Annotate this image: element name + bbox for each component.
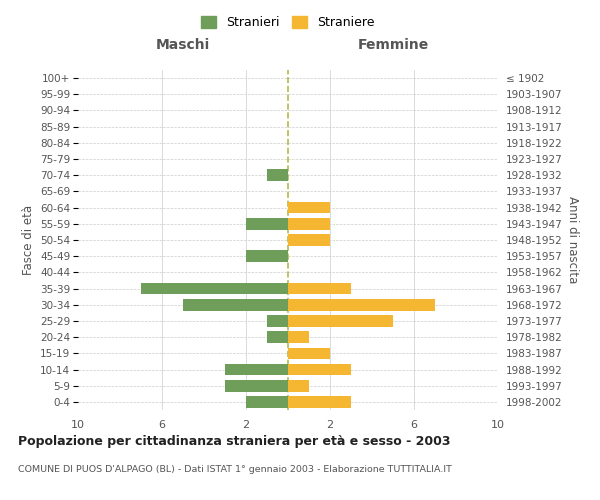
Bar [246,250,288,262]
Bar [288,218,330,230]
Bar [288,364,351,376]
Bar [225,380,288,392]
Bar [288,299,435,310]
Bar [288,396,351,407]
Y-axis label: Anni di nascita: Anni di nascita [566,196,579,284]
Bar [288,202,330,213]
Bar [267,170,288,181]
Bar [288,348,330,359]
Y-axis label: Fasce di età: Fasce di età [22,205,35,275]
Bar [267,332,288,343]
Text: Popolazione per cittadinanza straniera per età e sesso - 2003: Popolazione per cittadinanza straniera p… [18,435,451,448]
Bar [288,234,330,246]
Text: COMUNE DI PUOS D'ALPAGO (BL) - Dati ISTAT 1° gennaio 2003 - Elaborazione TUTTITA: COMUNE DI PUOS D'ALPAGO (BL) - Dati ISTA… [18,465,452,474]
Bar [246,218,288,230]
Text: Femmine: Femmine [358,38,428,52]
Bar [288,282,351,294]
Text: Maschi: Maschi [156,38,210,52]
Bar [267,315,288,327]
Bar [183,299,288,310]
Bar [288,380,309,392]
Bar [225,364,288,376]
Legend: Stranieri, Straniere: Stranieri, Straniere [196,11,380,34]
Bar [288,332,309,343]
Bar [246,396,288,407]
Bar [288,315,393,327]
Bar [141,282,288,294]
